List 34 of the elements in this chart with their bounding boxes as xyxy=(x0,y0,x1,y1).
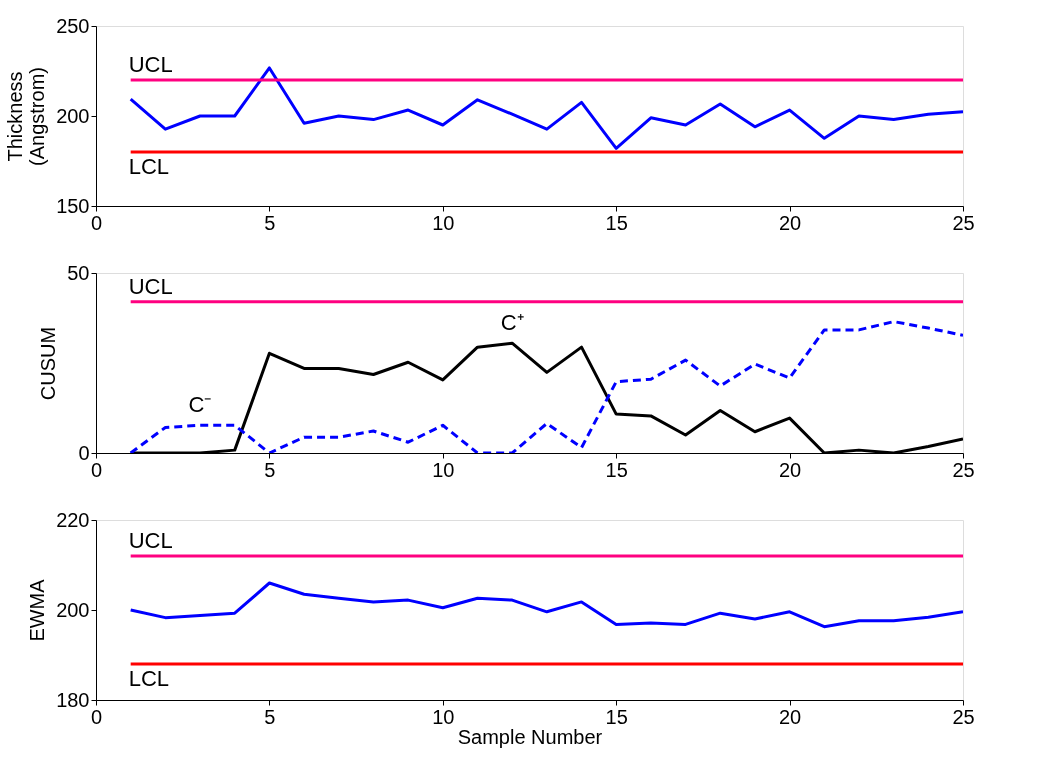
x-tick-label: 20 xyxy=(778,211,802,234)
y-axis-title: EWMA xyxy=(26,578,49,642)
series-label: C⁻ xyxy=(188,392,212,418)
ref-line-label: UCL xyxy=(128,273,173,299)
x-tick-label: 10 xyxy=(432,458,455,481)
y-tick-label: 220 xyxy=(56,508,90,531)
x-axis-title: Sample Number xyxy=(457,725,603,748)
y-tick-label: 0 xyxy=(78,441,90,464)
x-tick-label: 20 xyxy=(778,458,802,481)
y-tick-label: 250 xyxy=(56,14,90,37)
ref-line-label: LCL xyxy=(128,154,170,179)
x-tick-label: 20 xyxy=(778,705,802,728)
x-tick-label: 15 xyxy=(605,705,628,728)
y-tick-label: 200 xyxy=(56,598,90,621)
x-tick-label: 5 xyxy=(264,705,276,728)
y-tick-label: 200 xyxy=(56,104,90,127)
x-tick-label: 5 xyxy=(264,458,276,481)
y-tick-label: 50 xyxy=(67,261,90,284)
y-tick-label: 180 xyxy=(56,688,90,711)
x-tick-label: 15 xyxy=(605,458,628,481)
x-tick-label: 5 xyxy=(264,211,276,234)
x-tick-label: 10 xyxy=(432,705,455,728)
y-tick-label: 150 xyxy=(56,194,90,217)
x-tick-label: 25 xyxy=(952,211,975,234)
y-axis-title: CUSUM xyxy=(37,326,60,401)
ref-line-label: LCL xyxy=(128,666,170,691)
x-tick-label: 25 xyxy=(952,458,975,481)
y-axis-title: Thickness (Angstrom) xyxy=(4,67,49,166)
x-tick-label: 15 xyxy=(605,211,628,234)
x-tick-label: 10 xyxy=(432,211,455,234)
series-label: C⁺ xyxy=(500,310,524,336)
ref-line-label: UCL xyxy=(128,52,173,77)
ref-line-label: UCL xyxy=(128,528,173,553)
x-tick-label: 25 xyxy=(952,705,975,728)
